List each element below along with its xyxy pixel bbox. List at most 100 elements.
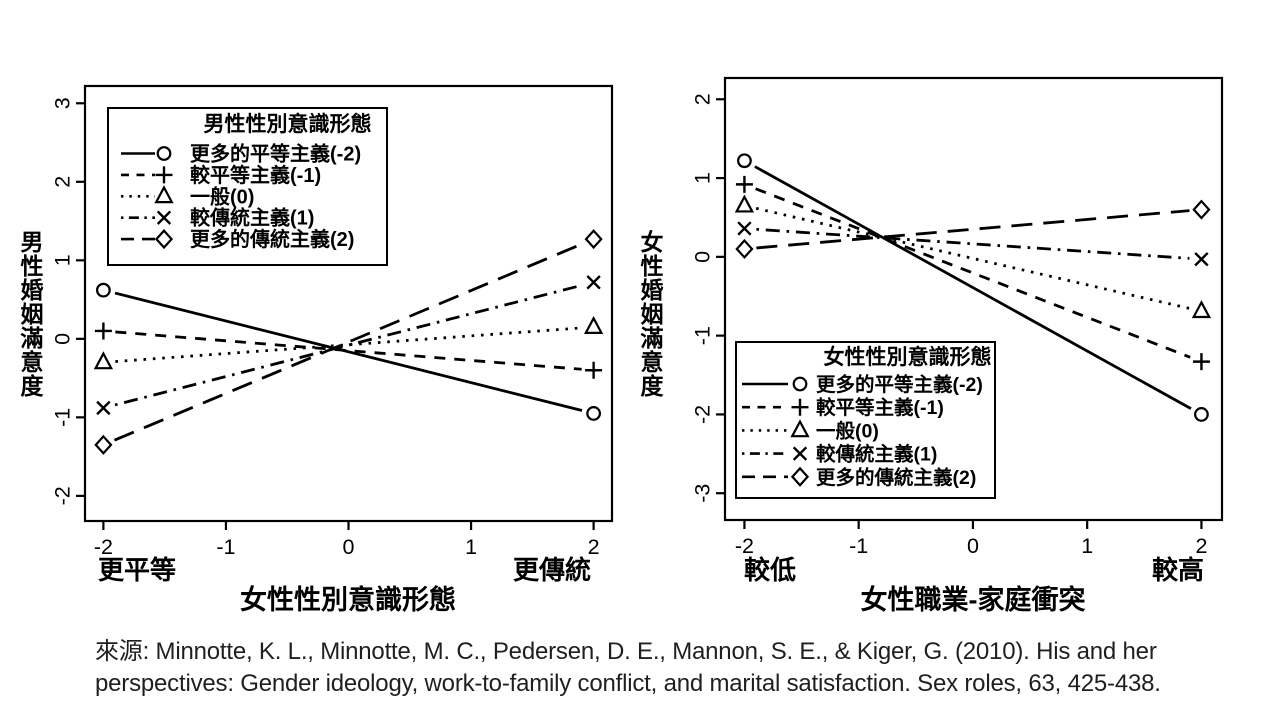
y-axis-title-char: 婚 [641,277,664,303]
y-tick-label: 0 [51,333,75,345]
y-axis-title-char: 性 [641,253,664,279]
y-axis-title-char: 意 [21,349,44,375]
x-tick-label: 1 [1081,534,1093,558]
y-tick-label: 2 [51,176,75,188]
legend-triangle-icon [790,419,810,438]
series-diamond [94,229,603,455]
source-caption: 來源: Minnotte, K. L., Minnotte, M. C., Pe… [95,636,1235,700]
legend-item-label: 更多的平等主義(-2) [816,373,983,396]
y-tick-label: -2 [691,405,715,424]
point-x-icon [1194,252,1209,267]
point-triangle-icon [734,194,755,213]
series-line [755,206,1191,310]
y-axis-title-char: 女 [641,229,664,255]
point-x-icon [737,221,752,236]
series-triangle [93,315,604,370]
series-line [115,326,582,363]
point-circle-icon [1194,407,1209,422]
source-caption-line1: 來源: Minnotte, K. L., Minnotte, M. C., Pe… [95,638,1157,665]
y-axis-title-char: 滿 [641,325,664,351]
series-x [96,275,601,416]
legend-item: 較平等主義(-1) [121,163,321,187]
y-axis-title-char: 姻 [641,301,664,327]
point-triangle-icon [1191,300,1212,319]
y-tick-label: 1 [51,254,75,266]
series-diamond [735,199,1211,260]
legend-item: 更多的平等主義(-2) [121,142,361,166]
series-plus [735,175,1210,371]
legend-item: 一般(0) [742,419,879,442]
legend-item: 更多的傳統主義(2) [742,466,976,489]
series-line [114,291,583,412]
series-triangle [734,194,1212,319]
legend-item-label: 更多的傳統主義(2) [190,227,354,251]
y-axis-title-char: 男 [21,229,44,255]
series-line [114,283,583,407]
point-triangle-icon [93,351,114,370]
point-circle-icon [586,406,602,421]
legend-item-label: 更多的平等主義(-2) [190,142,361,166]
x-axis-title: 女性性別意識形態 [240,584,456,615]
x-end-label-right: 較高 [1152,555,1204,585]
point-plus-icon [1192,353,1210,371]
legend-diamond-icon [154,229,174,250]
x-end-label-left: 更平等 [98,555,176,585]
y-axis-title-char: 意 [641,349,664,375]
point-x-icon [586,275,601,290]
legend-item-label: 較傳統主義(1) [816,443,937,466]
series-line [115,330,582,371]
x-tick-label: 0 [343,535,355,559]
y-axis-title-char: 度 [641,373,665,399]
legend-diamond-icon [790,466,810,487]
legend: 男性性別意識形態更多的平等主義(-2)較平等主義(-1)一般(0)較傳統主義(1… [107,107,388,266]
x-tick-label: 0 [967,534,979,558]
legend-plus-icon [791,398,809,416]
y-axis-title-char: 婚 [21,277,44,303]
point-circle-icon [737,153,752,169]
point-plus-icon [585,361,603,379]
point-circle-icon [95,282,111,298]
legend-item-label: 一般(0) [190,184,254,208]
y-tick-label: 3 [51,97,75,109]
legend-circle-icon [792,376,808,392]
x-tick-label: 2 [1195,534,1207,558]
legend-triangle-icon [154,185,174,204]
y-axis-title-char: 度 [21,373,45,399]
x-tick-label: -1 [849,534,868,558]
point-x-icon [96,400,111,416]
x-end-label-right: 更傳統 [513,555,591,585]
point-diamond-icon [94,434,113,455]
y-axis-title-char: 姻 [21,301,44,327]
series-circle [737,153,1209,422]
y-axis-title-char: 性 [21,253,44,279]
legend-item-label: 一般(0) [816,419,879,442]
series-x [737,221,1209,267]
x-tick-label: -1 [216,535,235,559]
legend-item: 較傳統主義(1) [742,443,937,466]
legend-item: 較平等主義(-1) [742,396,944,419]
series-line [756,209,1190,250]
legend-item-label: 較平等主義(-1) [816,396,944,419]
point-diamond-icon [735,238,754,260]
series-line [755,187,1191,359]
legend-item-label: 較平等主義(-1) [190,163,321,187]
point-plus-icon [94,322,112,340]
legend-circle-icon [156,146,172,161]
y-axis-title-char: 滿 [21,325,44,351]
series-plus [94,322,603,379]
x-axis-title: 女性職業-家庭衝突 [861,584,1086,615]
series-line [113,242,584,442]
y-tick-label: 2 [691,93,715,105]
series-line [754,165,1192,410]
point-plus-icon [735,175,753,193]
legend: 女性性別意識形態更多的平等主義(-2)較平等主義(-1)一般(0)較傳統主義(1… [735,341,996,499]
point-triangle-icon [583,315,604,334]
y-tick-label: 0 [691,251,715,263]
source-caption-line2: perspectives: Gender ideology, work-to-f… [95,670,1161,697]
legend-item: 一般(0) [121,184,254,208]
legend-item: 更多的平等主義(-2) [742,373,983,396]
